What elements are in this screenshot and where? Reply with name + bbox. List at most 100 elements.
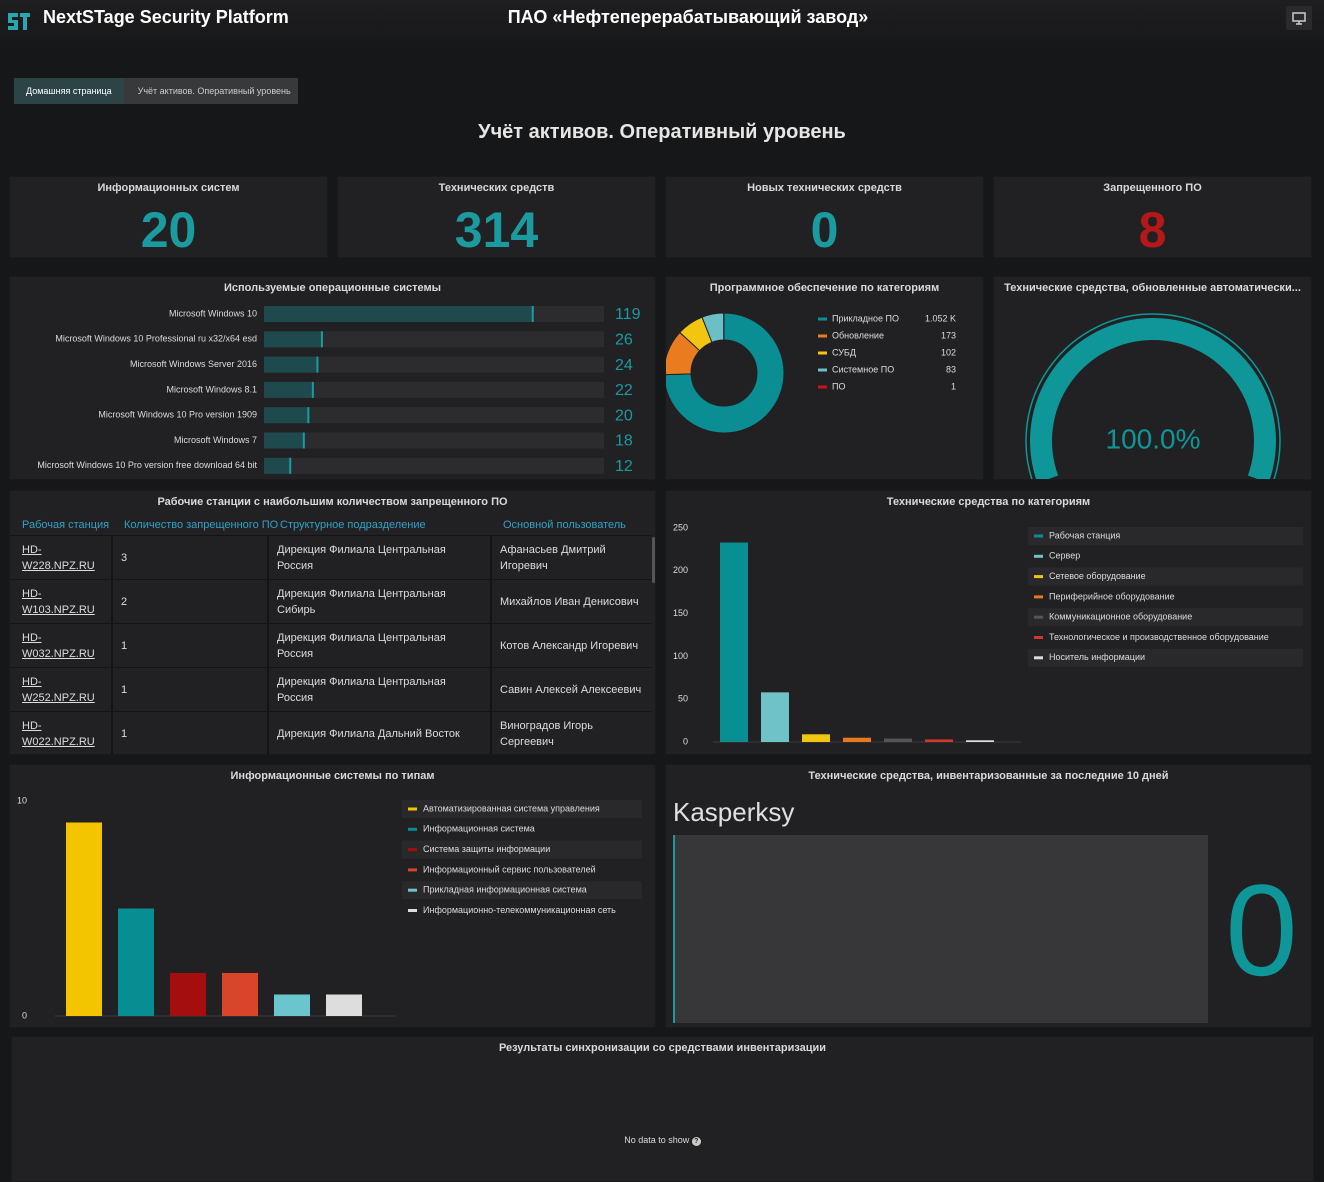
value-label: 26 — [615, 332, 633, 349]
no-data-message: No data to show ? — [12, 1135, 1313, 1146]
table-cell: HD-W228.NPZ.RU — [10, 536, 112, 580]
legend-label: СУБД — [832, 347, 856, 357]
legend-label: Носитель информации — [1049, 652, 1145, 662]
cell-text: 1 — [121, 727, 128, 740]
y-tick-label: 200 — [673, 565, 688, 575]
view-mode-button[interactable] — [1286, 6, 1312, 30]
software-chart: Прикладное ПО 1.052 K Обновление 173 СУБД 102… — [666, 312, 956, 434]
column-header: Основной пользователь — [503, 519, 626, 531]
table-cell: Виноградов Игорь Сергеевич — [490, 711, 652, 754]
bar — [264, 457, 292, 474]
legend-value: 1.052 K — [925, 313, 956, 323]
host-link[interactable]: HD-W228.NPZ.RU — [22, 543, 95, 572]
table-cell: 1 — [111, 711, 268, 754]
cell-text: Михайлов Иван Денисович — [500, 595, 639, 608]
scrollbar[interactable] — [652, 537, 655, 583]
bar — [118, 908, 154, 1016]
host-link[interactable]: HD-W252.NPZ.RU — [22, 675, 95, 704]
legend-label: Информационная система — [423, 824, 535, 834]
column-header: Количество запрещенного ПО — [124, 519, 279, 531]
table-cell: HD-W103.NPZ.RU — [10, 580, 112, 624]
cell-text: Виноградов Игорь Сергеевич — [500, 719, 594, 748]
legend-value: 83 — [946, 364, 956, 374]
bar — [66, 822, 102, 1016]
bar — [802, 734, 830, 742]
bar-track — [264, 381, 604, 398]
legend-row — [1028, 648, 1303, 667]
value-label: 119 — [615, 306, 641, 323]
cell-text: Дирекция Филиала Дальний Восток — [277, 727, 460, 740]
legend-swatch — [818, 368, 827, 372]
legend-swatch — [408, 868, 417, 872]
bar — [966, 740, 994, 742]
help-icon[interactable]: ? — [691, 1137, 701, 1146]
legend-row — [402, 840, 642, 859]
bar-end — [307, 407, 310, 424]
category-label: Microsoft Windows 10 Pro version free do… — [37, 460, 257, 470]
legend-swatch — [408, 807, 417, 811]
table-cell: Дирекция Филиала Центральная Россия — [267, 667, 491, 712]
cell-text: 1 — [121, 639, 128, 652]
legend-label: Рабочая станция — [1049, 530, 1120, 540]
bar — [884, 738, 912, 742]
table-cell: HD-W032.NPZ.RU — [10, 624, 112, 668]
stat-value: 0 — [810, 202, 839, 258]
category-label: Microsoft Windows 10 Professional ru x32… — [55, 334, 257, 344]
legend-swatch — [408, 827, 417, 831]
legend-swatch — [1034, 595, 1043, 599]
host-link[interactable]: HD-W032.NPZ.RU — [22, 631, 95, 660]
stat-panel: Новых технических средств 0 — [665, 176, 984, 258]
bar — [264, 407, 310, 424]
table-cell: Котов Александр Игоревич — [490, 623, 652, 668]
app-title: NextSTage Security Platform — [43, 7, 289, 27]
y-tick-label: 50 — [678, 694, 688, 704]
cell-text: Дирекция Филиала Центральная Россия — [277, 631, 446, 660]
cell-text: Дирекция Филиала Центральная Россия — [277, 675, 446, 704]
value-label: 12 — [615, 458, 633, 475]
legend-swatch — [818, 317, 827, 321]
legend-row — [1028, 608, 1303, 627]
header-row: Рабочая станция Количество запрещенного П… — [10, 515, 652, 536]
legend-label: Сетевое оборудование — [1049, 571, 1146, 581]
host-link[interactable]: HD-W103.NPZ.RU — [22, 587, 95, 616]
message: No data to show — [624, 1135, 690, 1145]
cell-text: 1 — [121, 683, 128, 696]
legend-row — [402, 860, 642, 879]
table-panel: Рабочие станции с наибольшим количеством… — [9, 490, 656, 755]
stat-value: 20 — [140, 202, 197, 258]
breadcrumb: Домашняя страница Учёт активов. Оператив… — [14, 78, 298, 104]
table-row: HD-W022.NPZ.RU 1 Дирекция Филиала Дальний … — [10, 711, 652, 754]
breadcrumb-link[interactable]: Домашняя страница — [14, 78, 124, 104]
legend-swatch — [408, 848, 417, 852]
legend-swatch — [1034, 636, 1043, 639]
is-chart: 0 10 Автоматизированная система управления… — [17, 795, 642, 1020]
bar-track — [264, 457, 604, 474]
category-label: Microsoft Windows 10 — [169, 308, 257, 318]
legend-swatch — [818, 385, 827, 389]
table-cell: 3 — [111, 535, 268, 580]
y-tick-label: 0 — [683, 736, 688, 746]
legend-row — [1028, 587, 1303, 606]
legend-label: Системное ПО — [832, 364, 894, 374]
category-label: Microsoft Windows Server 2016 — [130, 359, 257, 369]
y-tick-label: 150 — [673, 608, 688, 618]
bar — [264, 356, 319, 373]
y-tick-label: 0 — [22, 1010, 27, 1020]
legend-label: Периферийное оборудование — [1049, 591, 1175, 601]
bar — [264, 306, 534, 322]
cell-text: Афанасьев Дмитрий Игоревич — [500, 543, 606, 572]
organization: ПАО «Нефтеперерабатывающий завод» — [507, 7, 869, 27]
y-tick-label: 100 — [673, 651, 688, 661]
cell-text: Дирекция Филиала Центральная Сибирь — [277, 587, 446, 616]
bar — [274, 994, 310, 1016]
stat-label: Запрещенного ПО — [1103, 182, 1202, 194]
legend-swatch — [818, 334, 827, 338]
gauge-arc — [1030, 317, 1276, 479]
legend-swatch — [1034, 656, 1043, 660]
host-link[interactable]: HD-W022.NPZ.RU — [22, 719, 95, 748]
bar — [843, 737, 871, 742]
y-tick-label: 10 — [17, 795, 27, 805]
value-label: 18 — [615, 433, 633, 450]
table-cell: 2 — [111, 579, 268, 624]
cell-text: Дирекция Филиала Центральная Россия — [277, 543, 446, 572]
